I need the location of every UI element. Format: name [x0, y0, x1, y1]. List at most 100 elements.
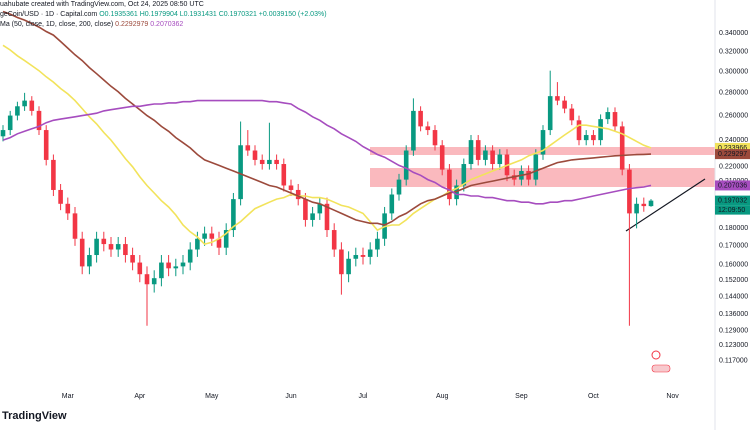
candle-body [331, 230, 337, 250]
candle-body [223, 230, 229, 248]
y-tick-label: 0.240000 [719, 137, 748, 144]
y-tick-label: 0.144000 [719, 294, 748, 301]
candle-body [295, 189, 301, 200]
brand: TradingView [2, 410, 67, 422]
candle-body [108, 244, 114, 250]
candle-body [562, 100, 567, 109]
candle-body [403, 150, 409, 180]
y-tick-label: 0.136000 [719, 311, 748, 318]
x-tick-label: May [205, 393, 219, 400]
event-icon [651, 364, 671, 373]
candle-body [29, 100, 35, 111]
candle-body [15, 106, 20, 116]
moving-average [2, 99, 652, 205]
candle-body [72, 213, 78, 239]
candle-body [130, 255, 135, 263]
candle-body [475, 140, 481, 160]
candle-body [598, 119, 603, 141]
candle-body [94, 238, 99, 256]
candle-body [576, 120, 582, 141]
price-tag [715, 149, 750, 160]
moving-average [2, 44, 652, 245]
candle-body [274, 159, 279, 165]
x-tick-label: Jul [359, 393, 368, 400]
price-tag [715, 195, 750, 206]
candle-body [115, 244, 121, 250]
candle-body [461, 164, 467, 186]
candle-body [439, 145, 445, 170]
candle-body [605, 112, 611, 120]
resistance-zone [370, 168, 715, 187]
candle-body [432, 130, 438, 146]
symbol: geCoin/USD · 1D · Capital.com [0, 11, 98, 18]
candle-body [202, 233, 207, 239]
candle-body [159, 262, 164, 279]
candle-body [252, 150, 258, 160]
candle-body [216, 238, 222, 248]
y-tick-label: 0.220000 [719, 164, 748, 171]
candle-body [389, 194, 395, 214]
candle-body [490, 150, 495, 165]
event-icon [651, 350, 661, 360]
candle-body [526, 171, 531, 180]
candle-body [123, 244, 128, 256]
candle-body [627, 169, 632, 214]
y-tick-label: 0.320000 [719, 49, 748, 56]
candle-body [267, 159, 272, 165]
candle-body [533, 154, 539, 180]
candle-body [425, 126, 431, 131]
y-tick-label: 0.129000 [719, 327, 748, 334]
candle-body [641, 203, 647, 207]
candle-body [569, 108, 575, 121]
candle-body [310, 213, 315, 220]
trend-line [625, 178, 706, 232]
x-tick-label: Nov [666, 393, 679, 400]
y-tick-label: 0.340000 [719, 30, 748, 37]
candle-body [187, 249, 193, 263]
candle-body [43, 130, 49, 160]
y-tick-label: 0.280000 [719, 90, 748, 97]
candle-body [555, 96, 560, 101]
y-tick-label: 0.152000 [719, 277, 748, 284]
candle-body [418, 110, 423, 127]
candle-body [22, 100, 27, 107]
price-tag-label: 0.229297 [718, 151, 747, 158]
candle-body [360, 255, 366, 257]
price-tag-label: 0.197032 [718, 197, 747, 204]
candle-body [79, 238, 85, 267]
countdown-tag [715, 205, 750, 215]
candle-body [591, 135, 596, 141]
candle-body [0, 130, 6, 137]
candle-body [87, 255, 92, 267]
candle-body [317, 203, 323, 214]
x-tick-label: Sep [515, 393, 528, 400]
candle-body [166, 262, 171, 269]
candle-body [346, 258, 351, 275]
candle-body [144, 274, 150, 285]
candle-body [65, 203, 71, 214]
candle-body [58, 189, 63, 204]
x-tick-label: Aug [436, 393, 449, 400]
candle-body [634, 203, 639, 214]
header: uahubate created with TradingView.com, O… [0, 0, 327, 30]
candle-body [547, 96, 553, 131]
candle-body [375, 238, 380, 250]
candle-body [367, 249, 373, 257]
symbol-line: geCoin/USD · 1D · Capital.com O0.1935361… [0, 10, 327, 20]
x-tick-label: Oct [588, 393, 599, 400]
indicator-line: Ma (50, close, 1D, close, 200, close) 0.… [0, 20, 327, 30]
indicator-value: 0.2292979 [115, 21, 149, 28]
moving-average [2, 10, 652, 226]
countdown: 12:09:50 [718, 207, 745, 214]
candle-body [583, 135, 589, 141]
candle-body [353, 255, 359, 259]
y-tick-label: 0.123000 [719, 342, 748, 349]
candle-body [151, 278, 157, 285]
candle-body [619, 126, 625, 170]
candle-body [648, 200, 654, 207]
candle-body [101, 238, 107, 245]
x-tick-label: Mar [62, 393, 75, 400]
candle-body [173, 266, 179, 269]
